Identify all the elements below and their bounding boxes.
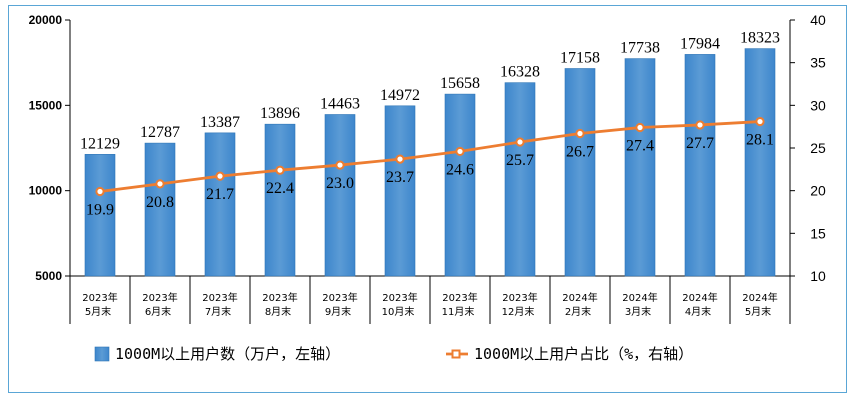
bar	[204, 132, 236, 277]
x-axis-category-month: 8月末	[265, 305, 291, 318]
x-axis-category-year: 2023年	[82, 291, 117, 304]
left-axis-tick-label: 20000	[29, 13, 63, 27]
bar-value-label: 13896	[260, 105, 300, 122]
x-axis-category-month: 6月末	[145, 305, 171, 318]
bar	[744, 48, 776, 277]
line-point	[215, 171, 225, 181]
line-point	[515, 137, 525, 147]
x-axis-category-month: 12月末	[502, 305, 535, 318]
line-value-label: 24.6	[446, 161, 474, 178]
x-axis-category-year: 2024年	[742, 291, 777, 304]
bar	[624, 58, 656, 277]
line-value-label: 28.1	[746, 132, 774, 149]
x-axis-category-month: 2月末	[565, 305, 591, 318]
line-series	[99, 120, 761, 193]
line-value-label: 20.8	[146, 194, 174, 211]
left-axis-tick-label: 10000	[29, 184, 63, 198]
line-point	[755, 116, 765, 127]
line-point	[275, 165, 285, 175]
bar-value-label: 12787	[140, 124, 180, 141]
line-point	[455, 146, 465, 157]
bar-value-label: 12129	[80, 135, 120, 152]
x-axis-category-month: 3月末	[625, 305, 651, 318]
line-point	[155, 179, 165, 189]
legend-line-marker	[451, 349, 461, 359]
line-value-label: 26.7	[566, 143, 594, 160]
right-axis-tick-label: 10	[810, 268, 826, 284]
right-axis-tick-label: 15	[810, 225, 826, 241]
bar-value-label: 17738	[620, 40, 660, 57]
x-axis-category-year: 2023年	[502, 291, 537, 304]
bar	[564, 68, 596, 277]
bar	[144, 142, 176, 277]
x-axis-category-year: 2023年	[202, 291, 237, 304]
bar-value-label: 17984	[680, 35, 720, 52]
line-point	[575, 128, 585, 139]
left-axis-tick-label: 5000	[35, 269, 62, 283]
legend-bar-label: 1000M以上用户数（万户，左轴）	[115, 345, 340, 363]
bar-value-label: 18323	[740, 30, 780, 47]
line-value-label: 23.7	[386, 169, 414, 186]
x-axis-category-year: 2023年	[322, 291, 357, 304]
line-point	[695, 120, 705, 130]
plot-area: 5000100001500020000101520253035402023年5月…	[29, 12, 826, 324]
right-axis-tick-label: 30	[810, 97, 826, 113]
legend-bar-swatch	[94, 346, 110, 362]
x-axis-category-month: 10月末	[382, 305, 415, 318]
left-axis-tick-label: 15000	[29, 98, 63, 112]
bar	[384, 105, 416, 277]
line-point	[335, 160, 345, 170]
legend-line-label: 1000M以上用户占比（%，右轴）	[474, 345, 693, 363]
bar-value-label: 14463	[320, 95, 360, 112]
bar	[444, 93, 476, 277]
line-value-label: 22.4	[266, 180, 294, 197]
line-value-label: 27.4	[626, 138, 654, 155]
x-axis-category-month: 4月末	[685, 305, 711, 318]
line-value-label: 23.0	[326, 175, 354, 192]
x-axis-category-year: 2024年	[562, 291, 597, 304]
bar	[84, 154, 116, 277]
x-axis-category-year: 2023年	[382, 291, 417, 304]
line-value-label: 25.7	[506, 152, 534, 169]
bar-value-label: 13387	[200, 114, 240, 131]
x-axis-category-year: 2023年	[262, 291, 297, 304]
x-axis-category-month: 5月末	[85, 305, 111, 318]
bar-value-label: 14972	[380, 87, 420, 104]
x-axis-category-year: 2024年	[682, 291, 717, 304]
line-point	[395, 154, 405, 164]
x-axis-category-year: 2023年	[142, 291, 177, 304]
bar	[684, 54, 716, 277]
x-axis-category-month: 11月末	[442, 305, 475, 318]
line-point	[95, 186, 105, 197]
bar-value-label: 17158	[560, 50, 600, 67]
x-axis-category-month: 5月末	[745, 305, 771, 318]
x-axis-category-year: 2024年	[622, 291, 657, 304]
bar	[324, 114, 356, 277]
line-point	[635, 122, 645, 133]
bar	[264, 123, 296, 277]
line-value-label: 27.7	[686, 135, 714, 152]
bar	[504, 82, 536, 277]
legend: 1000M以上用户数（万户，左轴） 1000M以上用户占比（%，右轴）	[94, 345, 693, 363]
line-value-label: 21.7	[206, 186, 234, 203]
right-axis-tick-label: 35	[810, 55, 826, 71]
right-axis-tick-label: 20	[810, 183, 826, 199]
bar-value-label: 15658	[440, 75, 480, 92]
x-axis-category-year: 2023年	[442, 291, 477, 304]
right-axis-tick-label: 40	[810, 12, 826, 28]
line-value-label: 19.9	[86, 202, 114, 219]
right-axis-tick-label: 25	[810, 140, 826, 156]
bar-value-label: 16328	[500, 64, 540, 81]
x-axis-category-month: 9月末	[325, 305, 351, 318]
x-axis-category-month: 7月末	[205, 305, 231, 318]
